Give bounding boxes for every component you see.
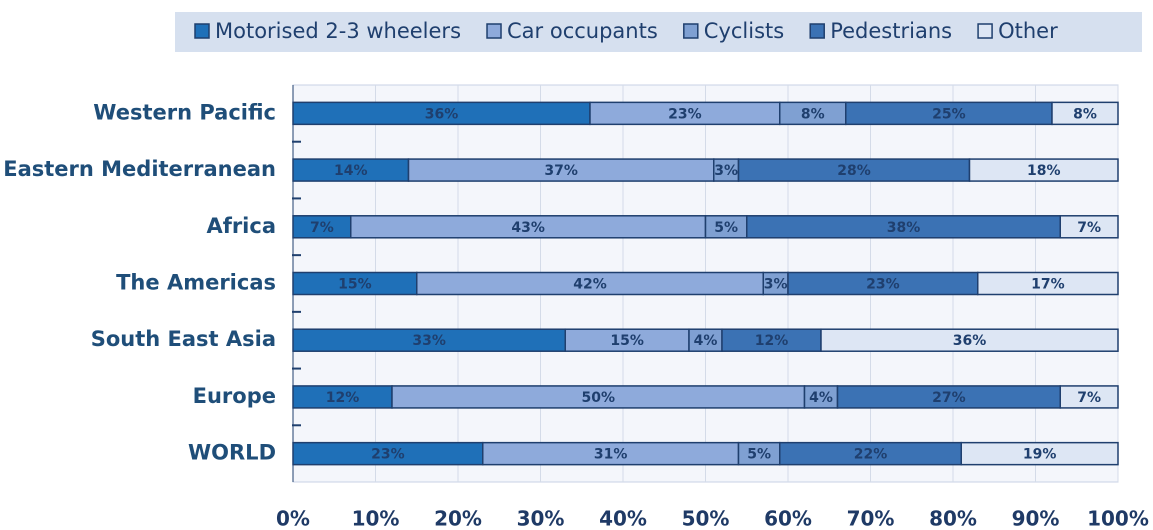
x-tick-label: 50%: [682, 507, 730, 530]
x-tick-label: 100%: [1087, 507, 1149, 530]
value-label: 14%: [334, 163, 368, 179]
value-label: 17%: [1031, 277, 1065, 293]
legend-label: Other: [998, 19, 1058, 43]
value-label: 23%: [371, 447, 405, 463]
value-label: 3%: [714, 163, 738, 179]
value-label: 22%: [854, 447, 888, 463]
value-label: 50%: [581, 390, 615, 406]
value-label: 7%: [1077, 220, 1101, 236]
value-label: 43%: [511, 220, 545, 236]
x-tick-label: 40%: [599, 507, 647, 530]
value-label: 33%: [412, 333, 446, 349]
value-label: 7%: [1077, 390, 1101, 406]
value-label: 23%: [866, 277, 900, 293]
legend-label: Car occupants: [507, 19, 658, 43]
legend-label: Cyclists: [704, 19, 784, 43]
x-tick-label: 80%: [929, 507, 977, 530]
legend-swatch: [194, 23, 210, 39]
legend-swatch: [486, 23, 502, 39]
value-label: 5%: [747, 447, 771, 463]
bar-segment: [960, 441, 1119, 466]
value-label: 25%: [932, 106, 966, 122]
category-label: South East Asia: [91, 327, 276, 351]
bar-segment: [968, 158, 1119, 182]
category-label: The Americas: [116, 271, 276, 295]
value-label: 12%: [326, 390, 360, 406]
bar-segment: [820, 328, 1119, 352]
value-label: 37%: [544, 163, 578, 179]
value-label: 8%: [1073, 106, 1097, 122]
value-label: 36%: [953, 333, 987, 349]
legend-label: Pedestrians: [830, 19, 952, 43]
bar-segment: [1051, 101, 1119, 126]
value-label: 38%: [887, 220, 921, 236]
x-tick-label: 60%: [764, 507, 812, 530]
value-label: 19%: [1023, 447, 1057, 463]
value-label: 15%: [610, 333, 644, 349]
legend-swatch: [683, 23, 699, 39]
category-label: Africa: [206, 214, 276, 238]
x-tick-label: 70%: [847, 507, 895, 530]
value-label: 4%: [694, 333, 718, 349]
category-label: Europe: [193, 384, 276, 408]
bar-segment: [977, 271, 1119, 296]
value-label: 5%: [714, 220, 738, 236]
x-tick-label: 20%: [434, 507, 482, 530]
value-label: 42%: [573, 277, 607, 293]
legend-swatch: [809, 23, 825, 39]
bar-segment: [1059, 385, 1119, 409]
legend-label: Motorised 2-3 wheelers: [215, 19, 461, 43]
x-tick-label: 90%: [1012, 507, 1060, 530]
value-label: 15%: [338, 277, 372, 293]
value-label: 7%: [310, 220, 334, 236]
x-tick-label: 30%: [517, 507, 565, 530]
value-label: 28%: [837, 163, 871, 179]
value-label: 18%: [1027, 163, 1061, 179]
category-label: Western Pacific: [93, 100, 276, 124]
category-label: Eastern Mediterranean: [3, 157, 276, 181]
value-label: 8%: [801, 106, 825, 122]
value-label: 31%: [594, 447, 628, 463]
x-tick-label: 10%: [352, 507, 400, 530]
value-label: 4%: [809, 390, 833, 406]
legend-swatch: [977, 23, 993, 39]
x-tick-label: 0%: [276, 507, 310, 530]
value-label: 23%: [668, 106, 702, 122]
value-label: 36%: [425, 106, 459, 122]
value-label: 27%: [932, 390, 966, 406]
category-label: WORLD: [188, 441, 276, 465]
bar-segment: [1059, 215, 1119, 239]
value-label: 12%: [755, 333, 789, 349]
value-label: 3%: [764, 277, 788, 293]
